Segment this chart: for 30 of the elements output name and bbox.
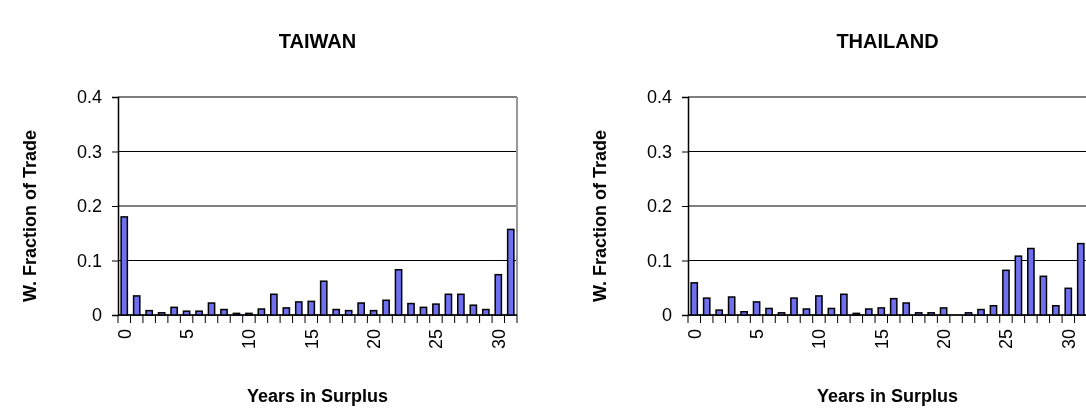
x-axis-title: Years in Surplus: [246, 386, 389, 406]
x-tick-label: 30: [1058, 329, 1079, 350]
x-tick-label: 30: [488, 329, 509, 350]
x-tick-label: 5: [176, 329, 197, 340]
x-tick-label: 10: [239, 329, 260, 350]
x-tick-label: 10: [809, 329, 830, 350]
x-tick-label: 0: [684, 329, 705, 340]
chart-title: THAILAND: [836, 30, 939, 52]
y-axis-title: W. Fraction of Trade: [20, 129, 40, 303]
y-tick-label: 0: [91, 305, 102, 326]
x-tick-label: 15: [301, 329, 322, 350]
x-tick-label: 0: [114, 329, 135, 340]
x-tick-label: 25: [996, 329, 1017, 350]
y-tick-label: 0: [661, 305, 672, 326]
x-tick-label: 5: [746, 329, 767, 340]
chart-title: TAIWAN: [278, 30, 357, 52]
x-tick-label: 20: [363, 329, 384, 350]
y-tick-label: 0.4: [76, 87, 102, 108]
x-tick-label: 25: [426, 329, 447, 350]
y-tick-label: 0.3: [646, 141, 672, 162]
y-tick-label: 0.4: [646, 87, 672, 108]
x-tick-label: 15: [871, 329, 892, 350]
y-tick-label: 0.3: [76, 141, 102, 162]
y-tick-label: 0.2: [76, 196, 102, 217]
x-tick-label: 20: [933, 329, 954, 350]
x-axis-title: Years in Surplus: [816, 386, 959, 406]
y-tick-label: 0.2: [646, 196, 672, 217]
y-axis-title: W. Fraction of Trade: [590, 129, 610, 303]
y-tick-label: 0.1: [646, 250, 672, 271]
y-tick-label: 0.1: [76, 250, 102, 271]
